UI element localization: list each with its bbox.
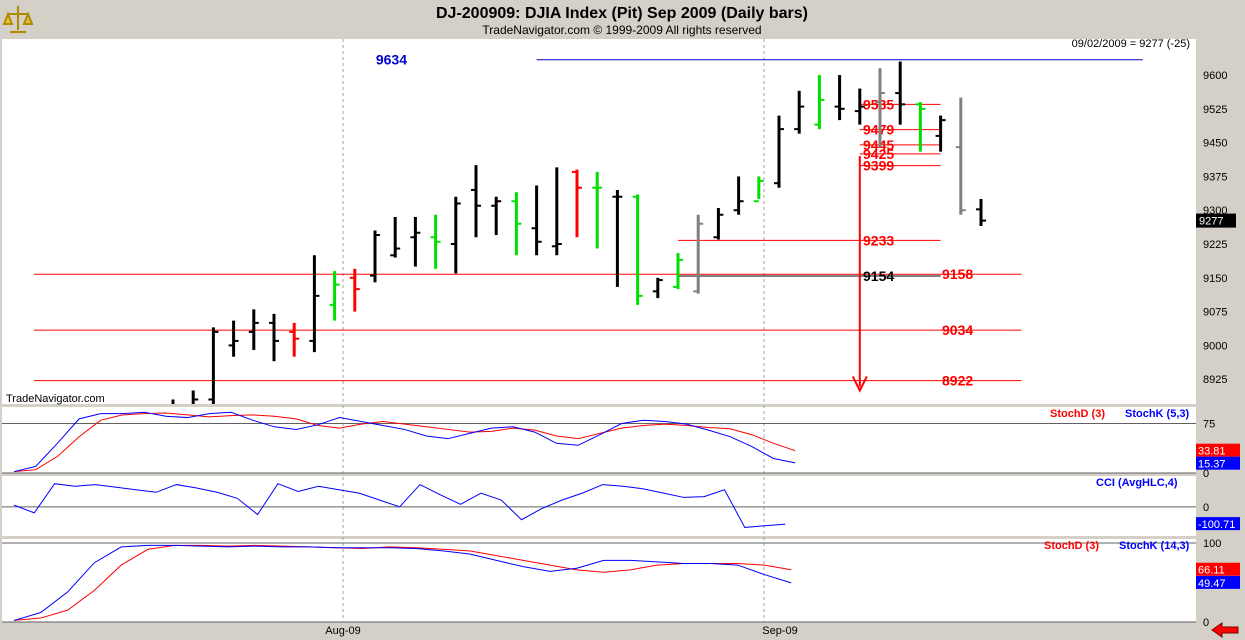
- ohlc-bar: [410, 216, 421, 267]
- ohlc-bar: [329, 271, 340, 321]
- indicator-series-line: [13, 544, 792, 621]
- indicator-series-line: [13, 544, 792, 621]
- price-y-tick: 9150: [1203, 273, 1227, 285]
- level-label-9399: 9399: [863, 158, 894, 174]
- stoch-slow-panel[interactable]: [2, 539, 1196, 622]
- ohlc-bar: [612, 189, 623, 287]
- indicator-y-tick: 0: [1203, 468, 1209, 480]
- indicator-last-value-box: [1196, 562, 1240, 576]
- level-label-9425: 9425: [863, 146, 894, 162]
- ohlc-bar: [269, 313, 279, 362]
- indicator-legend-label: StochK (5,3): [1125, 408, 1190, 420]
- ohlc-bar: [632, 194, 643, 305]
- indicator-last-value: 33.81: [1198, 446, 1226, 458]
- level-label-9233: 9233: [863, 232, 894, 248]
- last-quote: 09/02/2009 = 9277 (-25): [1072, 38, 1190, 50]
- ohlc-bar: [652, 277, 663, 299]
- ohlc-bar: [248, 309, 259, 350]
- level-label-9154: 9154: [863, 268, 894, 284]
- ohlc-bar: [551, 167, 562, 256]
- x-tick-sep: Sep-09: [762, 625, 797, 637]
- indicator-series-line: [13, 412, 796, 473]
- indicator-legend-label: StochD (3): [1044, 540, 1099, 552]
- ohlc-bar: [191, 390, 199, 404]
- ohlc-bar: [794, 90, 805, 134]
- ohlc-bar: [531, 185, 542, 256]
- level-label-9158: 9158: [942, 266, 973, 282]
- ohlc-bar: [370, 230, 380, 283]
- price-y-tick: 9600: [1203, 70, 1227, 82]
- indicator-series-line: [13, 483, 786, 528]
- indicator-y-tick: 0: [1203, 502, 1209, 514]
- ohlc-bar: [390, 216, 401, 258]
- level-label-9034: 9034: [942, 322, 973, 338]
- ohlc-bar: [471, 165, 481, 238]
- indicator-series-line: [13, 411, 796, 473]
- last-value-box: [1196, 213, 1236, 228]
- indicator-y-tick: 75: [1203, 419, 1215, 431]
- ohlc-bar: [854, 88, 865, 125]
- indicator-legend-label: CCI (AvgHLC,4): [1096, 477, 1178, 489]
- ohlc-bar: [895, 61, 906, 125]
- ohlc-bar: [834, 75, 845, 121]
- price-y-tick: 9225: [1203, 239, 1227, 251]
- x-tick-aug: Aug-09: [325, 625, 360, 637]
- ohlc-bar: [208, 327, 219, 404]
- projection-arrow-head-icon: [851, 376, 868, 393]
- ohlc-bar: [430, 214, 441, 269]
- indicator-y-tick: 0: [1203, 617, 1209, 629]
- indicator-last-value-box: [1196, 575, 1240, 589]
- indicator-last-value-box: [1196, 443, 1240, 457]
- price-panel[interactable]: [2, 39, 1196, 404]
- price-y-tick: 9525: [1203, 104, 1227, 116]
- indicator-legend-label: StochK (14,3): [1119, 540, 1190, 552]
- ohlc-bar: [753, 176, 764, 203]
- price-y-tick: 9075: [1203, 307, 1227, 319]
- indicator-last-value-box: [1196, 517, 1240, 531]
- ohlc-bar: [774, 115, 784, 188]
- ohlc-bar: [955, 97, 966, 215]
- indicator-y-tick: 100: [1203, 538, 1221, 550]
- ohlc-bar: [915, 102, 926, 152]
- ohlc-bar: [309, 255, 320, 353]
- ohlc-bar: [713, 207, 724, 240]
- ohlc-bar: [572, 169, 582, 238]
- last-value-label: 9277: [1199, 216, 1223, 228]
- indicator-last-value: 15.37: [1198, 459, 1226, 471]
- ohlc-bar: [814, 75, 825, 130]
- stoch-fast-panel[interactable]: [2, 407, 1196, 473]
- indicator-legend-label: StochD (3): [1050, 408, 1105, 420]
- ohlc-bar: [450, 196, 461, 274]
- price-y-tick: 9450: [1203, 138, 1227, 150]
- watermark: TradeNavigator.com: [6, 393, 105, 405]
- copyright-text: TradeNavigator.com © 1999-2009 All right…: [482, 23, 761, 37]
- ohlc-bar: [875, 68, 885, 148]
- indicator-last-value-box: [1196, 456, 1240, 470]
- trade-navigator-logo-icon[interactable]: [2, 3, 34, 37]
- ohlc-bar: [511, 192, 522, 256]
- indicator-last-value: 49.47: [1198, 578, 1226, 590]
- price-y-tick: 9000: [1203, 340, 1227, 352]
- price-y-tick: 9375: [1203, 171, 1227, 183]
- chart-title: DJ-200909: DJIA Index (Pit) Sep 2009 (Da…: [436, 5, 808, 22]
- ohlc-bar: [935, 115, 946, 152]
- ohlc-bar: [349, 268, 360, 312]
- level-label-8922: 8922: [942, 373, 973, 389]
- ohlc-bar: [673, 253, 683, 290]
- ohlc-bar: [228, 320, 239, 357]
- indicator-last-value: -100.71: [1198, 519, 1235, 531]
- ohlc-bar: [592, 171, 603, 249]
- ohlc-bar: [289, 322, 300, 357]
- ohlc-bar: [976, 198, 986, 227]
- ohlc-bar: [693, 214, 704, 294]
- ohlc-bar: [733, 176, 744, 215]
- price-y-tick: 8925: [1203, 374, 1227, 386]
- indicator-last-value: 66.11: [1198, 565, 1225, 577]
- level-label-9634: 9634: [376, 52, 407, 68]
- scroll-left-arrow-icon[interactable]: [1206, 622, 1242, 638]
- ohlc-bar: [491, 196, 502, 236]
